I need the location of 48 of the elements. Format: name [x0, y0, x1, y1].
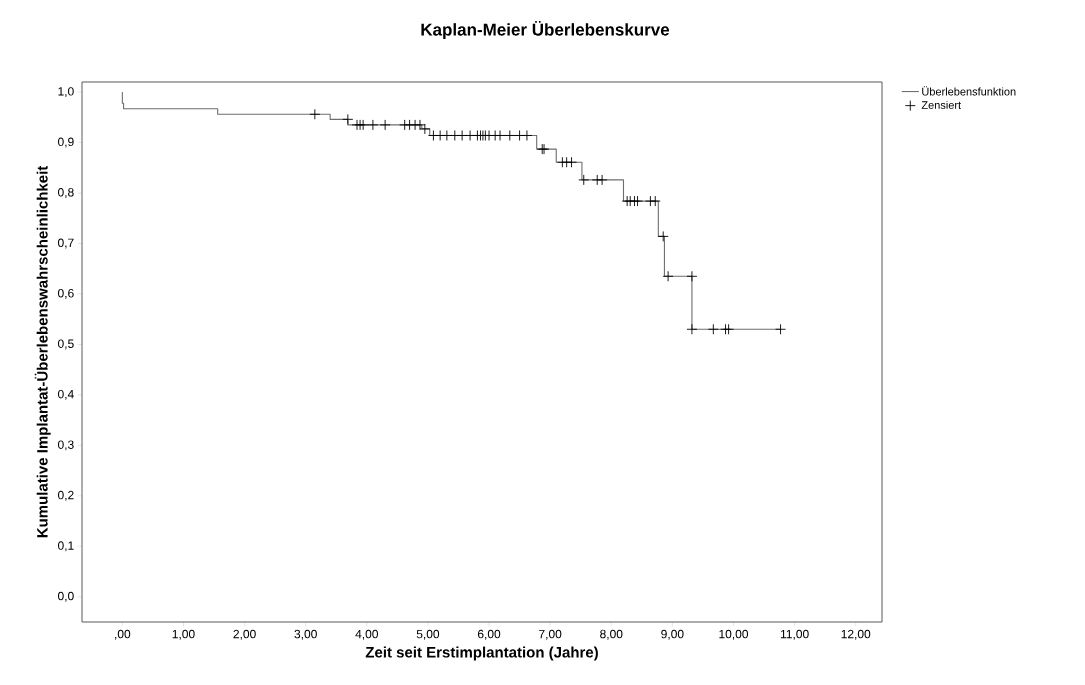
point: [367, 119, 379, 131]
y-tick-label: 0,8: [58, 188, 74, 198]
y-tick-label: 0,7: [58, 238, 74, 249]
chart-title: Kaplan-Meier Überlebenskurve: [421, 20, 670, 40]
x-tick-label: 1,00: [172, 629, 195, 640]
y-tick-label: 0,9: [58, 137, 74, 148]
x-axis-title: Zeit seit Erstimplantation (Jahre): [365, 646, 598, 661]
point: [686, 270, 698, 282]
point: [707, 323, 719, 335]
point: [379, 119, 391, 131]
y-tick-label: 0,5: [58, 339, 74, 350]
x-tick-label: 2,00: [233, 629, 256, 640]
y-tick-label: 0,4: [58, 389, 74, 400]
x-tick-label: 6,00: [477, 629, 501, 640]
point: [723, 323, 735, 335]
point: [521, 130, 533, 141]
point: [441, 130, 453, 141]
point: [456, 130, 468, 141]
legend-label: Überlebensfunktion: [922, 86, 1016, 96]
x-tick-label: 11,00: [780, 629, 809, 640]
y-tick-label: 0,0: [58, 591, 74, 602]
y-tick-label: 0,1: [58, 541, 74, 552]
point: [566, 156, 577, 168]
x-tick-label: 12,00: [841, 629, 871, 640]
y-tick-label: 1,0: [58, 87, 74, 98]
y-tick-label: 0,2: [58, 490, 74, 501]
point: [775, 323, 786, 335]
x-tick-label: 8,00: [600, 629, 623, 640]
y-tick-label: 0,6: [58, 289, 74, 299]
point: [504, 130, 516, 141]
point: [342, 113, 354, 125]
point: [657, 230, 669, 242]
x-tick-label: ,00: [115, 629, 131, 640]
point: [309, 108, 321, 120]
x-tick-label: 9,00: [661, 629, 684, 640]
point: [578, 174, 590, 186]
legend-label: Zensiert: [921, 100, 962, 109]
x-tick-label: 4,00: [355, 629, 379, 640]
point: [649, 195, 661, 207]
x-tick-label: 5,00: [416, 629, 440, 640]
point: [686, 323, 698, 335]
point: [662, 270, 674, 282]
x-tick-label: 10,00: [719, 629, 749, 640]
x-tick-label: 7,00: [539, 629, 562, 640]
x-tick-label: 3,00: [294, 629, 317, 640]
y-axis-title: Kumulative Implantat-Überlebenswahrscheinlichkeit: [34, 165, 51, 538]
point: [596, 174, 608, 186]
y-tick-label: 0,3: [58, 440, 74, 451]
